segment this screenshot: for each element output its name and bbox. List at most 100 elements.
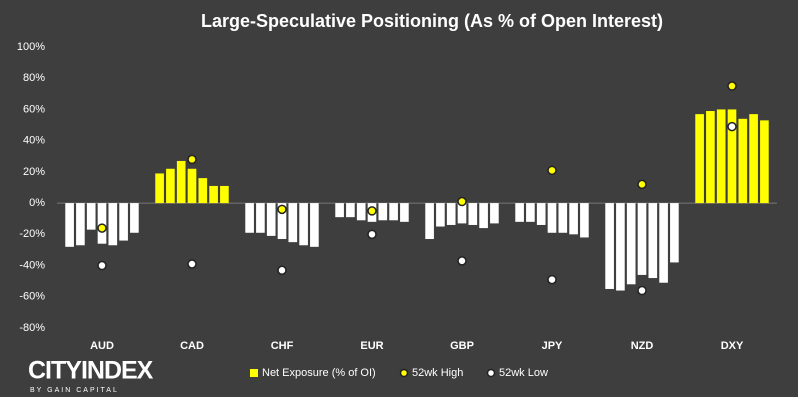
- bar: [547, 203, 557, 233]
- bar: [558, 203, 568, 233]
- bar: [130, 203, 139, 233]
- logo-name: CITYINDEX: [28, 357, 154, 385]
- bar: [569, 203, 578, 235]
- x-tick-label: JPY: [542, 340, 563, 352]
- bar: [346, 203, 355, 218]
- bar: [166, 168, 175, 204]
- marker: [367, 206, 377, 216]
- bar: [335, 203, 344, 218]
- y-tick-label: -80%: [19, 322, 45, 334]
- bar: [108, 203, 118, 246]
- x-tick-label: GBP: [450, 340, 474, 352]
- marker: [187, 154, 197, 165]
- bar: [65, 203, 74, 247]
- bar: [605, 203, 614, 289]
- bar: [479, 203, 488, 229]
- bar: [256, 203, 265, 233]
- bar: [220, 185, 229, 204]
- bar: [155, 173, 164, 204]
- x-tick-label: DXY: [721, 340, 744, 352]
- y-tick-label: 80%: [23, 72, 45, 84]
- y-tick-label: -20%: [19, 228, 45, 240]
- y-tick-label: -60%: [19, 291, 45, 303]
- bar: [76, 203, 85, 246]
- bar: [738, 118, 748, 204]
- bar: [727, 109, 737, 204]
- bar: [526, 203, 535, 222]
- marker: [547, 274, 557, 285]
- bar: [378, 203, 388, 221]
- bar: [716, 109, 726, 204]
- bar: [637, 203, 647, 275]
- x-tick-label: AUD: [90, 340, 114, 352]
- legend-label: Net Exposure (% of OI): [262, 367, 376, 379]
- bar: [670, 203, 679, 263]
- marker: [457, 196, 467, 207]
- legend-label: 52wk High: [412, 367, 463, 379]
- marker: [187, 259, 197, 269]
- bar: [695, 114, 704, 204]
- x-tick-label: NZD: [631, 340, 654, 352]
- bar: [515, 203, 524, 222]
- bar: [749, 114, 758, 204]
- bar: [580, 203, 589, 238]
- marker: [97, 223, 107, 233]
- bar: [706, 111, 715, 204]
- bar: [209, 185, 218, 204]
- bar: [400, 203, 409, 222]
- bar: [446, 203, 456, 225]
- marker: [727, 81, 737, 91]
- chart-title: Large-Speculative Positioning (As % of O…: [201, 11, 663, 31]
- y-tick-label: -40%: [19, 259, 45, 271]
- logo-tagline: BY GAIN CAPITAL: [30, 387, 119, 394]
- bar: [659, 203, 668, 283]
- bar: [356, 203, 366, 221]
- bar: [648, 203, 658, 279]
- bar: [288, 203, 298, 243]
- marker: [637, 285, 647, 296]
- marker: [637, 179, 647, 190]
- bar: [389, 203, 398, 221]
- y-tick-label: 60%: [23, 103, 45, 115]
- bar: [457, 203, 467, 224]
- bar: [536, 203, 546, 225]
- bar: [760, 120, 769, 204]
- marker: [367, 229, 377, 240]
- y-tick-label: 40%: [23, 135, 45, 147]
- marker: [277, 265, 287, 275]
- x-tick-label: CAD: [180, 340, 204, 352]
- bar: [425, 203, 434, 240]
- bar: [626, 203, 636, 285]
- bar: [245, 203, 254, 233]
- bar: [266, 203, 276, 236]
- y-tick-label: 100%: [17, 41, 45, 53]
- bar: [86, 203, 96, 230]
- bar: [119, 203, 128, 241]
- marker: [97, 260, 107, 271]
- y-tick-label: 20%: [23, 166, 45, 178]
- bar: [176, 160, 186, 204]
- bar: [187, 168, 197, 204]
- bar: [198, 178, 208, 204]
- x-tick-label: CHF: [271, 340, 294, 352]
- x-tick-label: EUR: [360, 340, 383, 352]
- bar: [299, 203, 308, 246]
- legend-label: 52wk Low: [499, 367, 548, 379]
- marker: [547, 165, 557, 176]
- bar: [277, 203, 287, 240]
- legend-swatch: [399, 368, 409, 378]
- bar: [490, 203, 499, 224]
- bar: [436, 203, 445, 227]
- bar: [310, 203, 319, 247]
- marker: [727, 121, 737, 132]
- legend-swatch: [486, 368, 496, 378]
- marker: [277, 204, 287, 215]
- legend-swatch: [250, 369, 258, 377]
- bar: [616, 203, 625, 291]
- bar: [468, 203, 478, 225]
- y-tick-label: 0%: [29, 197, 45, 209]
- marker: [457, 256, 467, 266]
